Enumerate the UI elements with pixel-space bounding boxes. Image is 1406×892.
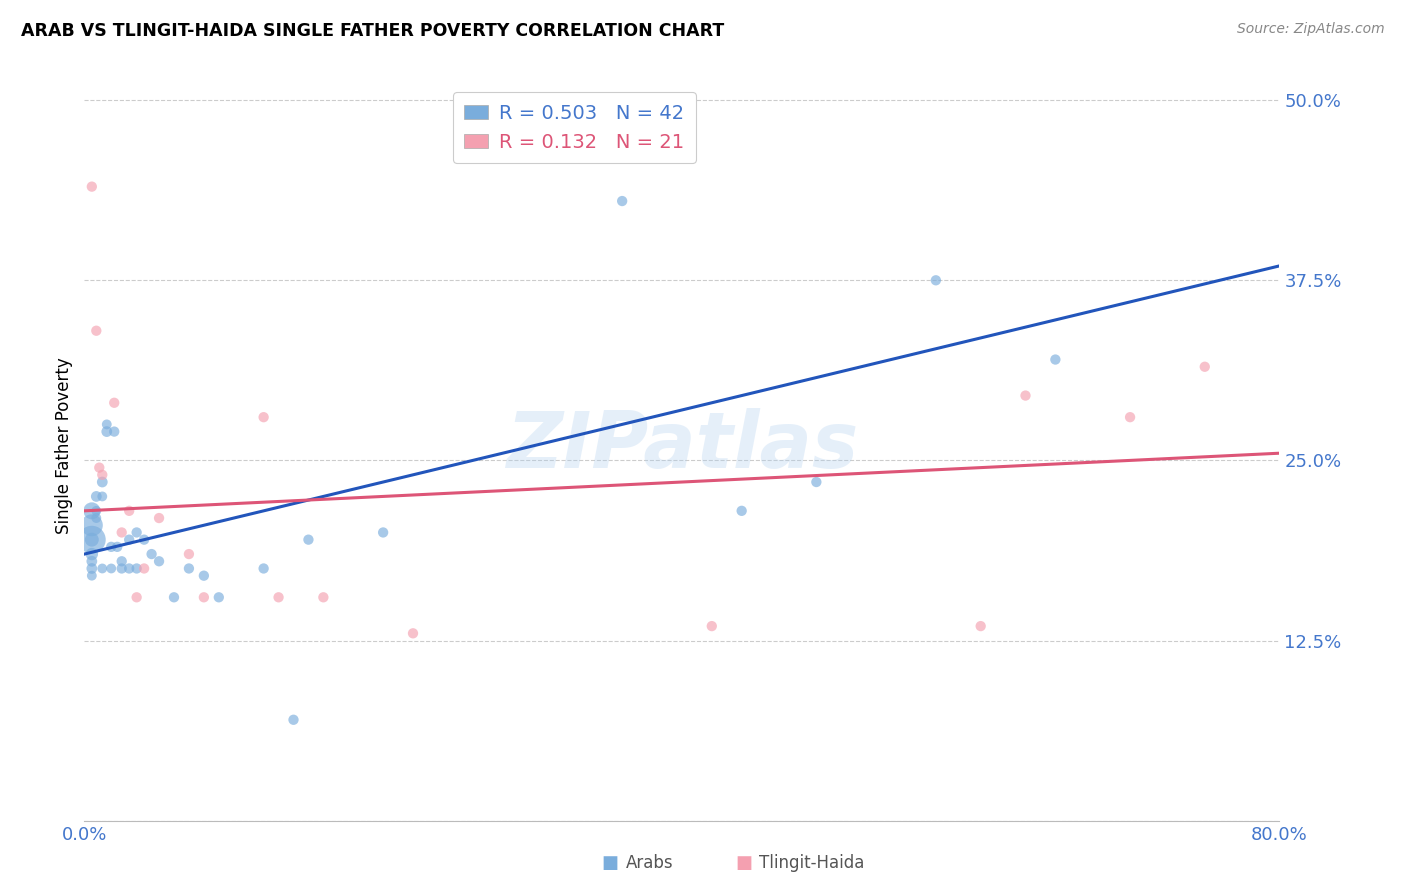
Point [1014,388,1036,402]
Point [267,591,290,605]
Text: ARAB VS TLINGIT-HAIDA SINGLE FATHER POVERTY CORRELATION CHART: ARAB VS TLINGIT-HAIDA SINGLE FATHER POVE… [21,22,724,40]
Point [80,533,103,547]
Point [111,554,134,568]
Point [177,547,200,561]
Point [177,561,200,575]
Point [80,554,103,568]
Point [193,591,215,605]
Text: ■: ■ [735,855,752,872]
Point [103,425,125,439]
Point [1119,410,1142,425]
Point [132,533,156,547]
Point [125,561,148,575]
Point [731,504,754,518]
Point [970,619,993,633]
Point [1194,359,1216,374]
Point [125,591,148,605]
Point [80,561,103,575]
Point [80,533,103,547]
Point [373,525,395,540]
Text: Arabs: Arabs [626,855,673,872]
Point [80,518,103,533]
Point [91,467,114,482]
Point [1045,352,1067,367]
Point [208,591,231,605]
Point [86,511,108,525]
Point [253,561,276,575]
Point [100,561,122,575]
Point [148,554,170,568]
Y-axis label: Single Father Poverty: Single Father Poverty [55,358,73,534]
Point [925,273,948,287]
Point [86,504,108,518]
Point [118,561,141,575]
Point [91,561,114,575]
Point [163,591,186,605]
Point [91,475,114,489]
Point [118,504,141,518]
Point [402,626,425,640]
Point [103,396,125,410]
Legend: R = 0.503   N = 42, R = 0.132   N = 21: R = 0.503 N = 42, R = 0.132 N = 21 [453,92,696,163]
Point [612,194,634,208]
Text: ■: ■ [602,855,619,872]
Point [118,533,141,547]
Point [253,410,276,425]
Point [806,475,828,489]
Point [111,525,134,540]
Point [193,568,215,582]
Point [312,591,335,605]
Point [297,533,319,547]
Point [80,547,103,561]
Point [89,460,111,475]
Point [86,324,108,338]
Text: Tlingit-Haida: Tlingit-Haida [759,855,865,872]
Point [125,525,148,540]
Point [96,417,118,432]
Point [132,561,156,575]
Point [141,547,163,561]
Point [100,540,122,554]
Point [80,568,103,582]
Text: ZIPatlas: ZIPatlas [506,408,858,484]
Point [283,713,305,727]
Point [105,540,128,554]
Point [86,490,108,504]
Text: Source: ZipAtlas.com: Source: ZipAtlas.com [1237,22,1385,37]
Point [96,425,118,439]
Point [111,561,134,575]
Point [148,511,170,525]
Point [80,179,103,194]
Point [91,490,114,504]
Point [700,619,723,633]
Point [80,504,103,518]
